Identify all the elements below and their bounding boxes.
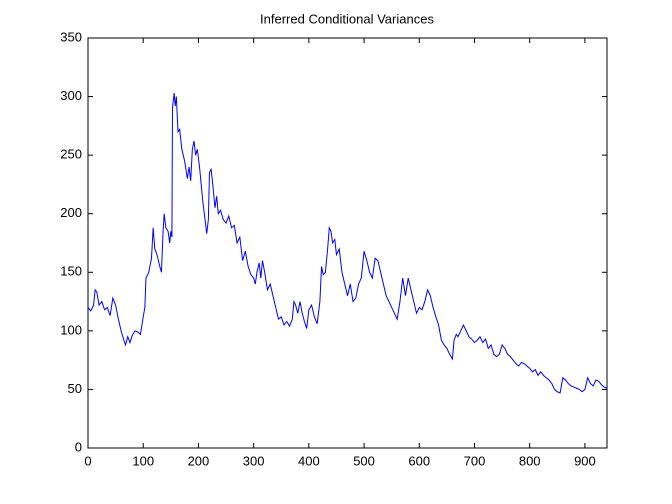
x-tick-label: 400 — [298, 453, 320, 468]
x-tick-label: 700 — [464, 453, 486, 468]
x-tick-label: 200 — [188, 453, 210, 468]
x-tick-label: 500 — [353, 453, 375, 468]
x-tick-label: 100 — [132, 453, 154, 468]
y-tick-label: 200 — [60, 205, 82, 220]
x-tick-label: 800 — [519, 453, 541, 468]
y-tick-label: 0 — [75, 439, 82, 454]
x-tick-label: 300 — [243, 453, 265, 468]
y-tick-label: 50 — [68, 381, 82, 396]
y-tick-label: 300 — [60, 88, 82, 103]
x-tick-label: 600 — [408, 453, 430, 468]
y-tick-label: 250 — [60, 147, 82, 162]
chart-title: Inferred Conditional Variances — [260, 11, 434, 26]
y-tick-label: 350 — [60, 29, 82, 44]
data-line — [87, 93, 608, 394]
y-tick-label: 150 — [60, 264, 82, 279]
x-tick-label: 0 — [84, 453, 91, 468]
x-tick-label: 900 — [574, 453, 596, 468]
axes-box — [87, 37, 608, 449]
y-tick-label: 100 — [60, 322, 82, 337]
